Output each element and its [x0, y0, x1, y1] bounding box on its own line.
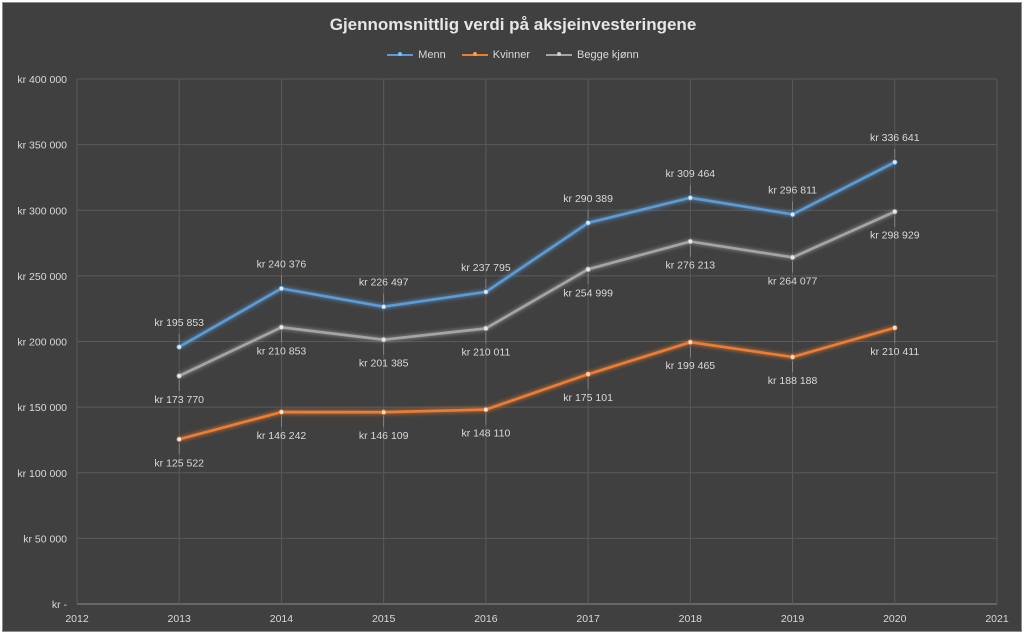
data-label-begge-kjonn: kr 173 770 — [154, 394, 204, 406]
data-label-menn: kr 226 497 — [359, 277, 409, 289]
data-label-menn: kr 290 389 — [563, 193, 613, 205]
legend-label-menn: Menn — [418, 49, 446, 61]
x-tick-label: 2015 — [372, 613, 396, 625]
data-point-kvinner — [789, 354, 796, 360]
x-tick-label: 2018 — [679, 613, 703, 625]
data-label-begge-kjonn: kr 210 853 — [257, 345, 307, 357]
legend-item-kvinner: Kvinner — [461, 49, 531, 61]
data-point-kvinner — [687, 339, 694, 345]
data-label-begge-kjonn: kr 298 929 — [870, 230, 920, 242]
data-point-begge-kjonn — [176, 373, 182, 379]
y-tick-label: kr 200 000 — [17, 337, 67, 349]
y-tick-label: kr 350 000 — [17, 140, 67, 152]
data-label-menn: kr 296 811 — [768, 184, 817, 196]
legend-item-menn: Menn — [387, 49, 446, 61]
plot-area: kr - kr 50 000 kr 100 000 kr 150 000 kr 200 … — [17, 74, 1009, 625]
y-tick-label: kr - — [52, 599, 68, 611]
data-point-begge-kjonn — [380, 336, 387, 343]
legend-swatch-begge-kjonn — [546, 54, 573, 56]
data-label-kvinner: kr 175 101 — [563, 392, 613, 404]
data-label-begge-kjonn: kr 201 385 — [359, 358, 409, 370]
data-point-menn — [789, 211, 796, 218]
x-tick-label: 2021 — [985, 613, 1009, 625]
data-point-menn — [176, 344, 182, 350]
data-label-kvinner: kr 125 522 — [154, 457, 204, 469]
data-label-menn: kr 237 795 — [461, 262, 511, 274]
data-label-begge-kjonn: kr 276 213 — [666, 259, 716, 271]
data-label-menn: kr 240 376 — [257, 259, 307, 271]
legend-swatch-kvinner — [461, 54, 488, 56]
legend-item-begge-kjonn: Begge kjønn — [546, 49, 639, 61]
y-tick-label: kr 50 000 — [23, 533, 67, 545]
data-label-kvinner: kr 148 110 — [461, 428, 510, 440]
data-label-begge-kjonn: kr 210 011 — [461, 346, 510, 358]
data-point-kvinner — [176, 436, 182, 442]
data-point-menn — [687, 195, 694, 201]
data-label-menn: kr 336 641 — [870, 132, 920, 144]
legend: Menn Kvinner Begge kjønn — [3, 49, 1023, 61]
data-point-kvinner — [483, 406, 489, 413]
data-point-kvinner — [380, 409, 387, 415]
data-label-begge-kjonn: kr 254 999 — [563, 287, 613, 299]
x-tick-label: 2016 — [474, 613, 498, 625]
series-line-menn — [178, 161, 896, 349]
data-point-begge-kjonn — [483, 325, 489, 332]
data-point-begge-kjonn — [892, 208, 898, 215]
data-point-begge-kjonn — [278, 324, 285, 330]
series-line-begge-kjonn — [178, 210, 896, 378]
data-label-menn: kr 309 464 — [666, 168, 716, 180]
chart-title: Gjennomsnittlig verdi på aksjeinvesterin… — [329, 15, 697, 34]
data-point-kvinner — [892, 325, 898, 331]
data-point-menn — [483, 289, 489, 295]
legend-label-kvinner: Kvinner — [492, 49, 531, 61]
data-label-kvinner: kr 199 465 — [666, 360, 716, 372]
data-point-menn — [892, 159, 898, 165]
data-label-kvinner: kr 146 109 — [359, 430, 409, 442]
legend-swatch-menn — [387, 54, 414, 56]
legend-label-begge-kjonn: Begge kjønn — [577, 49, 639, 61]
y-tick-label: kr 100 000 — [17, 468, 67, 480]
data-label-kvinner: kr 146 242 — [257, 430, 307, 442]
y-tick-label: kr 400 000 — [17, 74, 67, 86]
y-tick-label: kr 250 000 — [17, 271, 67, 283]
data-label-menn: kr 195 853 — [154, 317, 204, 329]
data-point-kvinner — [278, 409, 285, 415]
data-point-begge-kjonn — [789, 254, 796, 261]
y-tick-label: kr 300 000 — [17, 205, 67, 217]
data-point-begge-kjonn — [585, 266, 591, 273]
x-tick-label: 2019 — [781, 613, 805, 625]
data-label-kvinner: kr 210 411 — [870, 346, 919, 358]
x-tick-label: 2014 — [270, 613, 294, 625]
series-line-kvinner — [178, 326, 896, 441]
data-point-menn — [278, 285, 285, 292]
x-tick-label: 2017 — [576, 613, 600, 625]
x-tick-label: 2012 — [65, 613, 89, 625]
data-point-kvinner — [585, 371, 591, 377]
data-point-menn — [585, 220, 591, 226]
data-point-begge-kjonn — [687, 238, 694, 245]
data-label-kvinner: kr 188 188 — [768, 375, 818, 387]
x-tick-label: 2013 — [168, 613, 192, 625]
y-tick-label: kr 150 000 — [17, 402, 67, 414]
x-tick-label: 2020 — [883, 613, 907, 625]
data-point-menn — [380, 304, 387, 310]
data-label-begge-kjonn: kr 264 077 — [768, 275, 818, 287]
